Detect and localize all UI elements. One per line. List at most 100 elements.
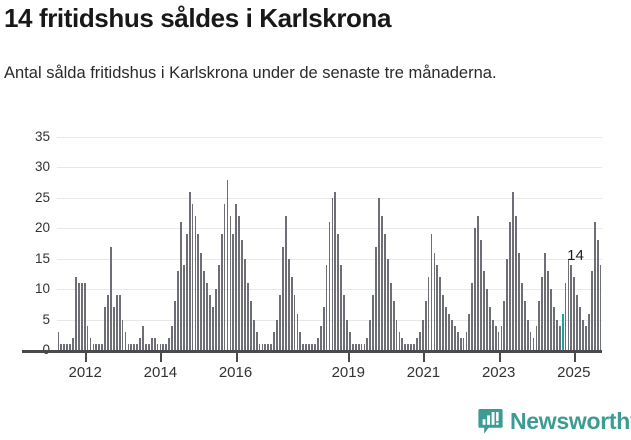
bar [217, 264, 220, 350]
bar [80, 283, 83, 350]
bar [322, 307, 325, 350]
page-title: 14 fritidshus såldes i Karlskrona [4, 3, 392, 33]
bar [448, 313, 450, 350]
bar [115, 295, 118, 350]
bar [497, 331, 500, 350]
bar [456, 331, 459, 350]
x-axis-tick-label: 2025 [557, 364, 591, 381]
bar [582, 319, 584, 350]
plot-area [57, 137, 602, 350]
bar [130, 343, 133, 350]
bar [104, 307, 106, 350]
bar-chart: 05101520253035 2012201420162019202120232… [0, 128, 631, 390]
bar [477, 216, 480, 350]
bar [107, 295, 109, 350]
bar [515, 216, 517, 350]
bar [276, 319, 278, 350]
bar [89, 337, 92, 350]
bar [442, 295, 445, 350]
bar [270, 343, 273, 350]
bar [118, 295, 121, 350]
bar [564, 283, 567, 350]
x-axis-tick-label: 2019 [331, 364, 365, 381]
bar [264, 343, 267, 350]
x-axis-tick-label: 2023 [481, 364, 516, 381]
newsworthy-bars-icon [478, 408, 503, 435]
bar [238, 216, 241, 350]
bar [328, 222, 331, 350]
bar [579, 307, 582, 350]
bar [299, 331, 302, 350]
bar [308, 343, 310, 350]
bar [465, 331, 468, 350]
bar [404, 343, 407, 350]
bar [520, 283, 523, 350]
x-axis-line [22, 350, 602, 353]
bar [351, 343, 354, 350]
bar [439, 276, 442, 350]
bar [121, 319, 124, 350]
x-axis-tick [160, 353, 163, 362]
bar [413, 343, 415, 350]
bar [139, 337, 141, 350]
bar [445, 307, 447, 350]
bar [232, 234, 235, 350]
bar [553, 307, 555, 350]
bar [165, 343, 168, 350]
bar [127, 343, 130, 350]
bar [223, 203, 226, 350]
bar [246, 283, 249, 350]
bar [95, 343, 98, 350]
bar [174, 301, 176, 350]
bar [226, 179, 229, 350]
bar [255, 331, 258, 350]
bar [200, 252, 203, 350]
bar [314, 343, 316, 350]
x-axis-tick [85, 353, 88, 362]
y-axis-tick-label: 15 [34, 250, 50, 266]
bar [360, 343, 363, 350]
bar [284, 216, 287, 350]
bar [599, 264, 602, 350]
bar [267, 343, 270, 350]
bar [593, 222, 596, 350]
bar [241, 240, 243, 350]
bar [144, 343, 147, 350]
bar [538, 301, 541, 350]
bar [249, 301, 252, 350]
bar-highlighted [561, 313, 564, 350]
bar [124, 331, 127, 350]
bar [346, 319, 348, 350]
bar [357, 343, 360, 350]
bar [179, 222, 182, 350]
bar [98, 343, 101, 350]
bar [112, 307, 115, 350]
bar [92, 343, 95, 350]
bar [77, 283, 80, 350]
bar [369, 319, 372, 350]
bar [526, 319, 529, 350]
bar [389, 283, 392, 350]
bar [334, 191, 337, 350]
bar [570, 264, 573, 350]
bar [290, 276, 293, 350]
bar [363, 343, 366, 350]
y-axis-tick-label: 0 [4, 343, 50, 357]
bar [101, 343, 104, 350]
bar [136, 343, 139, 350]
page-subtitle: Antal sålda fritidshus i Karlskrona unde… [4, 64, 497, 82]
bar [281, 246, 284, 350]
x-axis-tick-label: 2021 [406, 364, 441, 381]
bar [518, 252, 520, 350]
bar [279, 295, 281, 350]
newsworthy-logo[interactable]: Newsworthy [478, 406, 631, 436]
y-axis-tick-label: 35 [34, 129, 50, 144]
bar [302, 343, 305, 350]
bar [462, 337, 465, 350]
bar [212, 307, 214, 350]
bar [506, 258, 509, 350]
bar [590, 270, 593, 350]
bar [287, 258, 290, 350]
bar [354, 343, 357, 350]
